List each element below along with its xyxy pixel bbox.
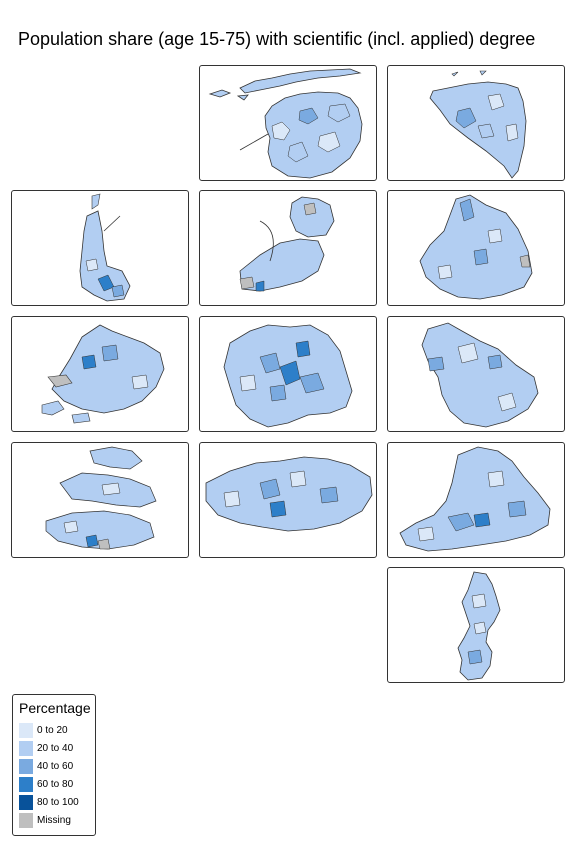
legend-label: Missing	[37, 815, 71, 826]
map-panel-gelderland	[387, 442, 565, 558]
legend-swatch	[19, 813, 33, 828]
legend-label: 0 to 20	[37, 725, 68, 736]
legend-title: Percentage	[19, 700, 91, 716]
map-title: Population share (age 15-75) with scient…	[18, 29, 536, 49]
legend-label: 40 to 60	[37, 761, 74, 772]
map-panel-noord-holland	[11, 190, 189, 306]
legend-item: 0 to 20	[19, 723, 68, 738]
legend-swatch	[19, 723, 33, 738]
legend-swatch	[19, 741, 33, 756]
legend-label: 60 to 80	[37, 779, 74, 790]
map-panel-utrecht	[199, 316, 377, 432]
map-panel-noord-brabant	[199, 442, 377, 558]
map-panel-groningen	[387, 65, 565, 181]
legend-item: Missing	[19, 813, 71, 828]
map-panel-zuid-holland	[11, 316, 189, 432]
map-panel-limburg	[387, 567, 565, 683]
map-panel-drenthe	[387, 190, 565, 306]
map-panel-overijssel	[387, 316, 565, 432]
legend-item: 60 to 80	[19, 777, 73, 792]
legend-item: 20 to 40	[19, 741, 73, 756]
legend-swatch	[19, 777, 33, 792]
map-panel-flevoland	[199, 190, 377, 306]
map-panel-zeeland	[11, 442, 189, 558]
legend-label: 80 to 100	[37, 797, 79, 808]
legend-swatch	[19, 795, 33, 810]
legend-swatch	[19, 759, 33, 774]
map-legend: Percentage 0 to 20 20 to 40 40 to 60 60 …	[12, 694, 96, 836]
legend-item: 40 to 60	[19, 759, 73, 774]
map-panel-friesland	[199, 65, 377, 181]
legend-item: 80 to 100	[19, 795, 79, 810]
legend-label: 20 to 40	[37, 743, 74, 754]
